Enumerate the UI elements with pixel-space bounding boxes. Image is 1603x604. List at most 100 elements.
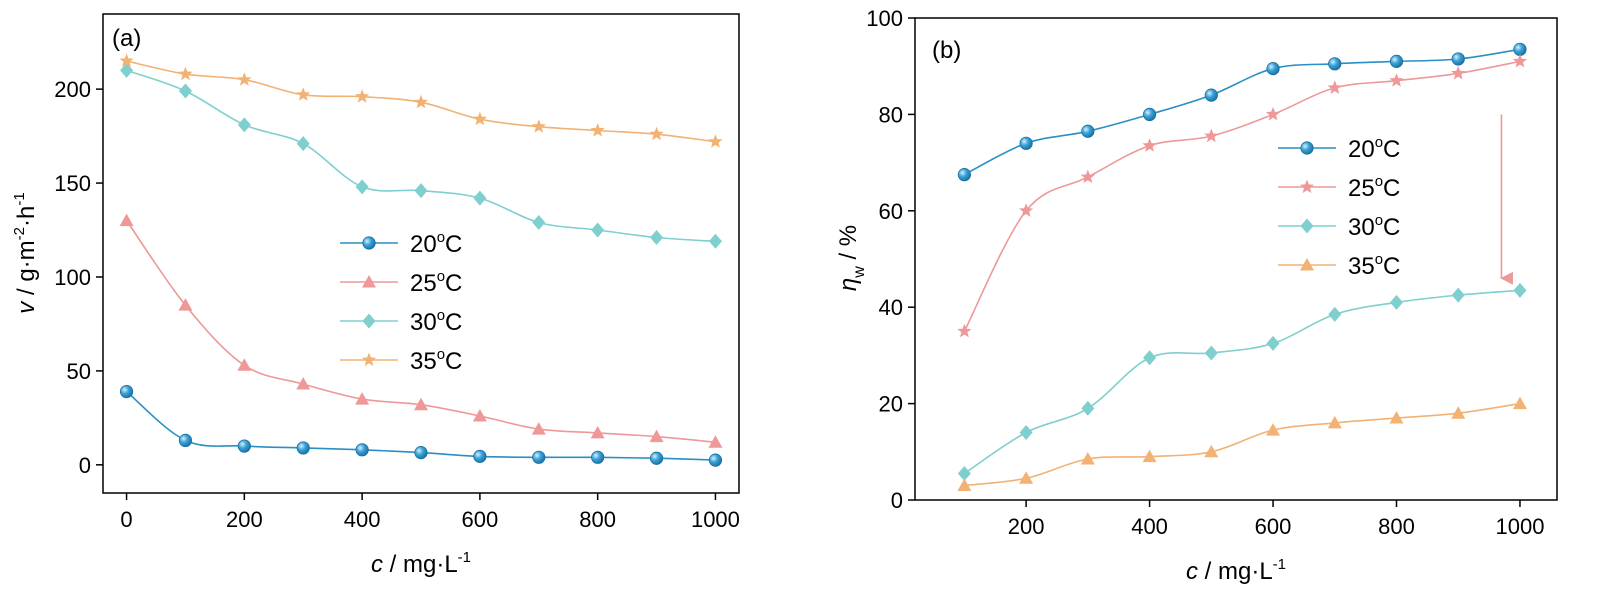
data-point: [957, 478, 972, 492]
legend-marker: [362, 275, 376, 288]
data-point: [414, 397, 428, 411]
legend-marker: [1300, 141, 1314, 155]
data-point: [120, 62, 134, 78]
series-25: [957, 53, 1528, 338]
data-point: [649, 126, 664, 141]
legend: 20oC 25oC 30oC 35oC: [1278, 134, 1400, 280]
data-point: [649, 429, 664, 443]
data-point: [1512, 53, 1528, 68]
data-point: [473, 449, 487, 463]
legend-item: 30oC: [1278, 212, 1400, 241]
data-point: [1266, 335, 1280, 351]
data-point: [237, 439, 251, 453]
chart-panel-a: (a) 0 200 400 600 800 1000 0 50 100 150 200 c / m…: [11, 13, 740, 578]
x-tick-label: 600: [1255, 514, 1292, 539]
data-point: [1080, 169, 1095, 184]
data-point: [649, 451, 664, 465]
data-point: [119, 384, 134, 399]
x-axis: 200 400 600 800 1000: [1008, 500, 1544, 539]
data-point: [708, 453, 723, 467]
data-point: [708, 134, 723, 148]
y-axis: 0 20 40 60 80 100: [866, 6, 915, 513]
data-point: [590, 425, 605, 439]
series-20: [119, 384, 723, 467]
y-tick-label: 20: [879, 392, 903, 417]
data-point: [532, 215, 546, 231]
y-tick-label: 100: [54, 265, 91, 290]
data-point: [532, 450, 546, 464]
data-point: [237, 72, 252, 86]
data-point: [414, 183, 428, 199]
data-point: [1327, 415, 1342, 429]
data-point: [1389, 411, 1404, 424]
legend-item: 35oC: [1278, 251, 1400, 280]
chart-panel-b: (b) 200 400 600 800 1000 0 20 40 60 80 100 c / mg…: [835, 6, 1558, 585]
data-point: [1204, 444, 1219, 458]
x-axis: 0 200 400 600 800 1000: [120, 493, 740, 532]
y-tick-label: 80: [879, 102, 903, 127]
legend-label: 35oC: [1348, 251, 1400, 280]
series-line: [963, 289, 1521, 475]
x-tick-label: 800: [579, 507, 616, 532]
data-point: [591, 222, 605, 238]
x-tick-label: 1000: [1495, 514, 1544, 539]
series-35: [957, 396, 1527, 492]
legend: 20oC 25oC 30oC 35oC: [340, 229, 462, 375]
data-point: [1451, 52, 1465, 66]
panel-label: (b): [932, 37, 961, 64]
data-point: [1513, 282, 1527, 298]
series-line: [963, 60, 1521, 332]
y-tick-label: 50: [67, 359, 91, 384]
x-tick-label: 0: [120, 507, 132, 532]
data-point: [413, 94, 429, 109]
data-point: [237, 358, 252, 371]
data-point: [1204, 345, 1218, 361]
data-point: [296, 87, 311, 101]
data-point: [957, 465, 971, 481]
data-point: [1328, 306, 1342, 322]
data-point: [178, 83, 192, 99]
legend-label: 30oC: [1348, 212, 1400, 241]
x-tick-label: 1000: [691, 507, 740, 532]
data-point: [1389, 73, 1404, 87]
legend-marker: [1299, 179, 1315, 194]
data-point: [1019, 425, 1033, 441]
data-point: [591, 450, 605, 464]
series-line: [964, 402, 1521, 487]
data-point: [178, 298, 193, 311]
data-point: [1019, 471, 1034, 484]
data-point: [650, 230, 664, 246]
series-35: [119, 53, 723, 148]
legend-item: 25oC: [1278, 173, 1400, 202]
data-point: [531, 119, 546, 133]
y-axis: 0 50 100 150 200: [54, 77, 103, 478]
series-line: [964, 48, 1521, 176]
data-point: [355, 179, 369, 195]
legend-label: 20oC: [410, 229, 462, 258]
legend-item: 20oC: [1278, 134, 1400, 163]
panel-label: (a): [112, 25, 141, 52]
data-point: [1327, 80, 1342, 94]
data-point: [119, 53, 134, 67]
legend-marker: [361, 352, 377, 367]
data-point: [1451, 406, 1466, 419]
data-point: [957, 323, 972, 338]
series-20: [957, 42, 1527, 182]
data-point: [1204, 128, 1219, 143]
data-point: [1328, 57, 1342, 71]
data-point: [1513, 42, 1527, 56]
legend-label: 25oC: [410, 268, 462, 297]
plot-frame: [914, 17, 1558, 501]
legend-item: 35oC: [340, 346, 462, 375]
legend-item: 20oC: [340, 229, 462, 258]
data-point: [355, 443, 369, 457]
data-point: [414, 446, 428, 460]
y-tick-label: 0: [891, 488, 903, 513]
x-axis-label: c / mg·L-1: [1186, 556, 1286, 585]
data-point: [178, 66, 193, 81]
data-point: [296, 377, 311, 390]
data-point: [1019, 136, 1033, 150]
data-point: [178, 433, 193, 448]
data-point: [1142, 449, 1157, 463]
